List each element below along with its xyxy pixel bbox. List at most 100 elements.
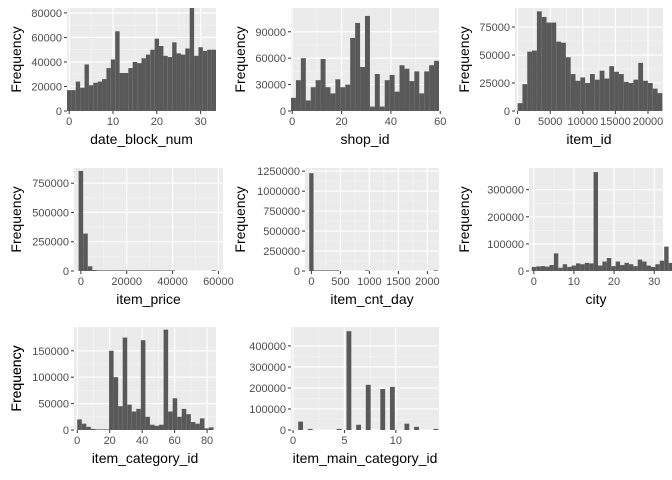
histogram-bar <box>172 398 178 430</box>
histogram-bar <box>204 428 210 430</box>
histogram-bar <box>167 57 173 111</box>
histogram-bar <box>326 270 331 271</box>
y-tick-label: 0 <box>518 266 524 278</box>
histogram-bar <box>606 257 612 271</box>
histogram-bar <box>170 270 175 271</box>
histogram-bar <box>145 54 151 111</box>
histogram-bar <box>340 87 346 111</box>
histogram-bar <box>325 87 331 111</box>
y-tick-label: 150000 <box>32 346 69 358</box>
histogram-bar <box>549 265 554 271</box>
histogram-bar <box>404 423 410 430</box>
x-tick-label: 60 <box>168 435 180 447</box>
x-tick-label: 0 <box>289 116 295 128</box>
x-tick-label: 10 <box>107 116 119 128</box>
histogram-bar <box>379 106 385 111</box>
histogram-bar <box>668 262 672 271</box>
x-tick-label: 0 <box>74 435 80 447</box>
x-tick-label: 0 <box>308 276 314 288</box>
x-axis-title: city <box>586 291 607 307</box>
histogram-bar <box>198 47 203 111</box>
histogram-bar <box>172 42 177 112</box>
x-tick-label: 30 <box>195 116 207 128</box>
histogram-bar <box>137 63 142 111</box>
y-tick-label: 60000 <box>31 32 62 44</box>
x-tick-label: 20000 <box>111 276 142 288</box>
y-tick-label: 30000 <box>255 80 286 92</box>
histogram-bar <box>147 270 152 271</box>
x-tick-label: 1000 <box>357 276 381 288</box>
x-tick-label: 60 <box>434 116 446 128</box>
x-tick-label: 500 <box>331 276 349 288</box>
histogram-bar <box>99 429 105 430</box>
x-tick-label: 0 <box>290 435 296 447</box>
x-tick-label: 20 <box>608 276 620 288</box>
histogram-bar <box>156 270 162 271</box>
x-axis-title: item_id <box>566 131 611 147</box>
histogram-bar <box>633 266 638 271</box>
histogram-bar <box>598 265 603 271</box>
histogram-bar <box>180 54 186 111</box>
histogram-bar <box>127 404 132 430</box>
histogram-bar <box>609 66 615 111</box>
histogram-bar <box>176 53 181 111</box>
x-tick-label: 20000 <box>633 116 664 128</box>
histogram-bar <box>320 59 326 111</box>
histogram-bar <box>93 82 98 111</box>
histogram-panel-item_main_category_id: 0 100000 200000 300000 400000 0 5 10 item_main_c… <box>8 327 439 466</box>
histogram-bar <box>575 80 581 111</box>
histogram-bar <box>628 83 634 111</box>
histogram-bar <box>154 425 160 430</box>
histogram-panel-city: 0 100000 200000 300000 0 10 20 30 city Frequency <box>456 168 672 307</box>
histogram-bar <box>541 16 547 112</box>
x-tick-label: 2000 <box>415 276 439 288</box>
histogram-bar <box>140 340 146 430</box>
histogram-bar <box>556 41 562 111</box>
y-tick-label: 400000 <box>249 341 286 353</box>
histogram-bar <box>642 261 647 271</box>
histogram-bar <box>133 270 139 271</box>
histogram-bar <box>565 57 571 111</box>
histogram-bar <box>307 428 313 430</box>
histogram-bar <box>614 71 619 111</box>
y-tick-label: 200000 <box>487 212 524 224</box>
histogram-bar <box>106 68 111 111</box>
histogram-bar <box>115 270 120 271</box>
y-axis-title: Frequency <box>456 26 472 92</box>
x-tick-label: 10000 <box>568 116 599 128</box>
y-tick-label: 0 <box>280 106 286 118</box>
x-tick-label: 1500 <box>386 276 410 288</box>
histogram-bar <box>77 419 82 430</box>
histogram-bar <box>624 262 629 271</box>
x-tick-label: 30 <box>648 276 660 288</box>
histogram-bar <box>599 70 605 111</box>
panel-background <box>291 327 439 430</box>
histogram-bar <box>433 270 439 271</box>
x-tick-label: 40000 <box>157 276 188 288</box>
histogram-bar <box>356 424 361 430</box>
histogram-bar <box>546 22 552 111</box>
y-tick-label: 0 <box>63 266 69 278</box>
histogram-bar <box>195 423 200 430</box>
y-tick-label: 90000 <box>255 27 286 39</box>
histogram-bar <box>360 66 365 111</box>
x-tick-label: 5 <box>341 435 347 447</box>
histogram-bar <box>369 106 375 111</box>
histogram-bar <box>585 83 590 111</box>
y-tick-label: 200000 <box>249 383 286 395</box>
histogram-bar <box>131 411 137 430</box>
histogram-bar <box>655 264 660 271</box>
histogram-bar <box>102 79 107 111</box>
x-tick-label: 5000 <box>538 116 562 128</box>
histogram-bar <box>584 262 590 271</box>
histogram-bar <box>142 270 148 271</box>
histogram-bar <box>132 61 138 111</box>
histogram-bar <box>168 411 173 430</box>
histogram-bar <box>657 93 663 111</box>
histogram-bar <box>536 266 541 271</box>
histogram-bar <box>350 37 356 111</box>
x-tick-label: 0 <box>531 276 537 288</box>
x-axis-title: item_price <box>116 291 181 307</box>
histogram-bar <box>567 266 572 271</box>
